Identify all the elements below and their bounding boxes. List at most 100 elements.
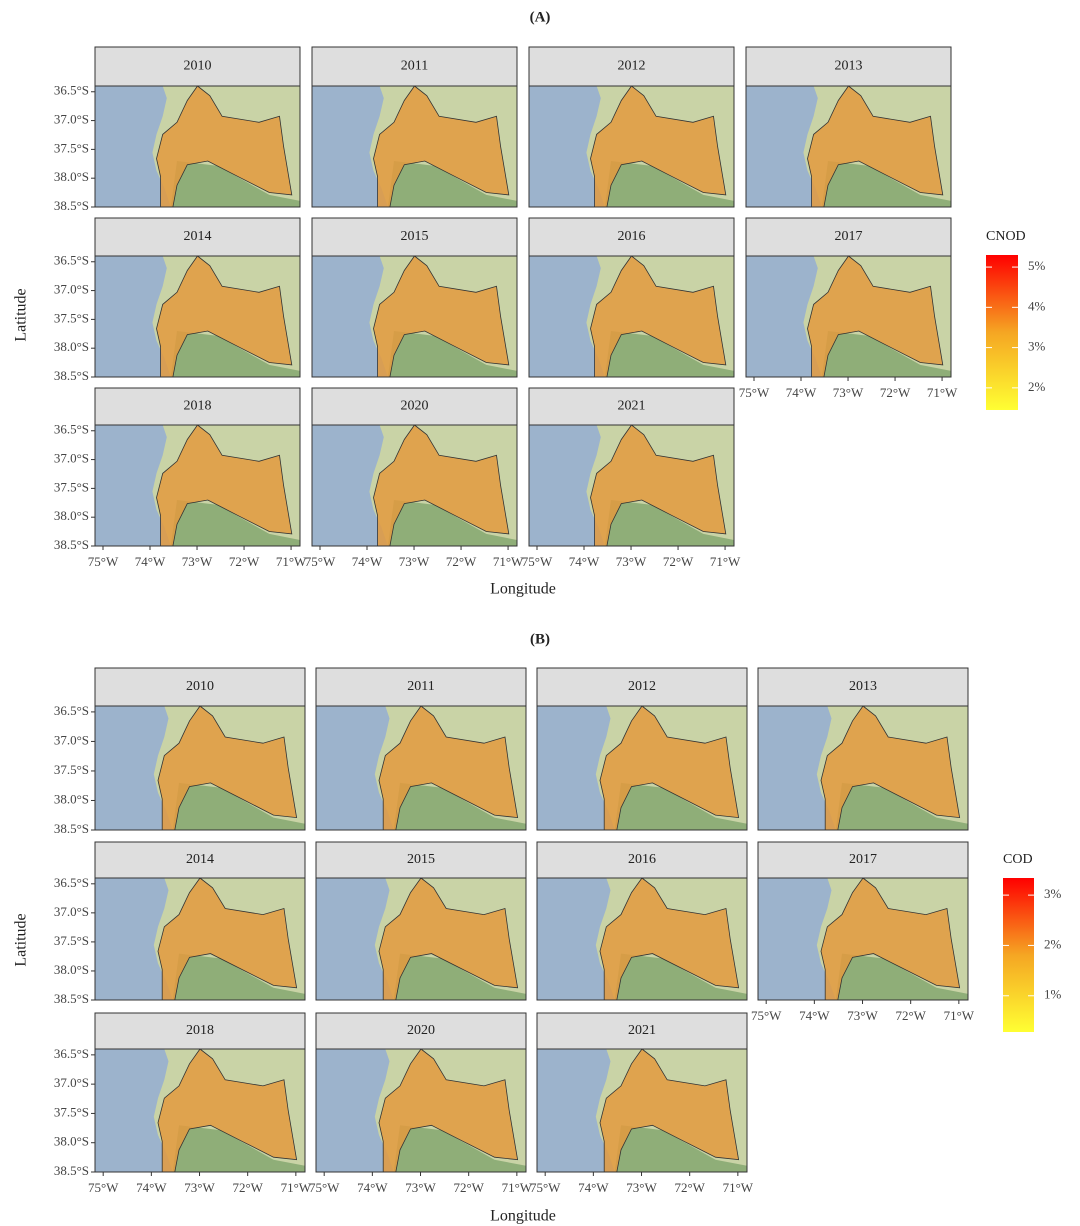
x-tick-label: 75°W (739, 385, 770, 400)
y-tick-label: 38.5°S (54, 368, 89, 383)
facet-label: 2021 (618, 399, 646, 414)
x-axis-title: Longitude (490, 581, 556, 598)
x-tick-label: 71°W (710, 554, 741, 569)
x-tick-label: 74°W (569, 554, 600, 569)
legend-tick-label: 5% (1028, 258, 1046, 273)
facet: 2012 (529, 47, 734, 207)
facet-label: 2021 (628, 1023, 656, 1038)
x-tick-label: 71°W (281, 1180, 312, 1195)
y-tick-label: 37.0°S (54, 1075, 89, 1090)
facet: 201836.5°S37.0°S37.5°S38.0°S38.5°S75°W74… (54, 388, 307, 569)
legend-tick-label: 2% (1044, 936, 1062, 951)
y-tick-label: 37.0°S (54, 282, 89, 297)
facet: 2016 (529, 218, 734, 377)
y-tick-label: 36.5°S (54, 875, 89, 890)
facet-label: 2016 (618, 229, 646, 244)
facet-label: 2015 (401, 229, 429, 244)
facet: 201775°W74°W73°W72°W71°W (739, 218, 958, 400)
panel-title: (B) (530, 631, 550, 647)
facet: 202075°W74°W73°W72°W71°W (305, 388, 524, 569)
facet: 202175°W74°W73°W72°W71°W (522, 388, 741, 569)
x-tick-label: 73°W (405, 1180, 436, 1195)
x-tick-label: 74°W (578, 1180, 609, 1195)
x-tick-label: 75°W (88, 554, 119, 569)
x-tick-label: 71°W (723, 1180, 754, 1195)
y-tick-label: 38.5°S (54, 198, 89, 213)
x-tick-label: 71°W (927, 385, 958, 400)
figure: (A) 2010 36.5°S 37.0°S 37.5°S 38.0°S 38.5°S 201… (0, 0, 1080, 1226)
y-tick-label: 38.5°S (54, 991, 89, 1006)
y-tick-label: 37.0°S (54, 904, 89, 919)
x-tick-label: 74°W (352, 554, 383, 569)
x-tick-label: 75°W (309, 1180, 340, 1195)
y-tick-label: 37.5°S (54, 762, 89, 777)
x-tick-label: 75°W (88, 1180, 119, 1195)
y-tick-label: 36.5°S (54, 83, 89, 98)
y-tick-label: 36.5°S (54, 422, 89, 437)
facet-label: 2012 (628, 679, 656, 694)
facet-label: 2014 (184, 229, 212, 244)
facet: 202075°W74°W73°W72°W71°W (309, 1013, 533, 1195)
legend-title: CNOD (986, 229, 1026, 244)
y-tick-label: 38.5°S (54, 537, 89, 552)
y-axis-title: Latitude (13, 913, 30, 966)
x-tick-label: 75°W (305, 554, 336, 569)
facet: 2013 (746, 47, 951, 207)
x-tick-label: 72°W (232, 1180, 263, 1195)
x-tick-label: 71°W (493, 554, 524, 569)
x-tick-label: 75°W (530, 1180, 561, 1195)
x-tick-label: 72°W (229, 554, 260, 569)
legend-title: COD (1003, 852, 1033, 867)
y-tick-label: 38.0°S (54, 169, 89, 184)
x-tick-label: 72°W (880, 385, 911, 400)
y-tick-label: 38.5°S (54, 821, 89, 836)
y-tick-label: 37.5°S (54, 1104, 89, 1119)
y-tick-label: 37.0°S (54, 732, 89, 747)
y-tick-label: 38.0°S (54, 1134, 89, 1149)
facet: 2011 (312, 47, 517, 207)
x-tick-label: 75°W (522, 554, 553, 569)
facet-label: 2013 (835, 59, 863, 74)
facet-label: 2013 (849, 679, 877, 694)
x-tick-label: 71°W (276, 554, 307, 569)
facet-label: 2010 (184, 59, 212, 74)
x-tick-label: 72°W (674, 1180, 705, 1195)
facet-label: 2014 (186, 852, 214, 867)
x-tick-label: 74°W (799, 1008, 830, 1023)
facet: 201436.5°S37.0°S37.5°S38.0°S38.5°S (54, 842, 305, 1006)
facet-label: 2016 (628, 852, 656, 867)
panel-title: (A) (530, 9, 551, 25)
x-tick-label: 72°W (663, 554, 694, 569)
legend-tick-label: 2% (1028, 379, 1046, 394)
facet-label: 2018 (184, 399, 212, 414)
y-tick-label: 37.0°S (54, 451, 89, 466)
x-tick-label: 72°W (895, 1008, 926, 1023)
facet: 2017 75°W 74°W 73°W 72°W 71°W (751, 842, 975, 1023)
x-axis-title: Longitude (490, 1208, 556, 1225)
legend-tick-label: 4% (1028, 298, 1046, 313)
legend-colorbar (986, 255, 1018, 410)
x-tick-label: 73°W (847, 1008, 878, 1023)
facet-label: 2011 (401, 59, 428, 74)
facet-label: 2015 (407, 852, 435, 867)
facet: 2012 (537, 668, 747, 830)
x-tick-label: 74°W (786, 385, 817, 400)
facet: 201836.5°S37.0°S37.5°S38.0°S38.5°S75°W74… (54, 1013, 312, 1195)
facet-label: 2018 (186, 1023, 214, 1038)
y-tick-label: 37.0°S (54, 112, 89, 127)
y-tick-label: 36.5°S (54, 253, 89, 268)
legend-tick-label: 1% (1044, 987, 1062, 1002)
facet-label: 2017 (849, 852, 877, 867)
x-tick-label: 71°W (944, 1008, 975, 1023)
y-tick-label: 38.0°S (54, 339, 89, 354)
x-tick-label: 73°W (626, 1180, 657, 1195)
y-tick-label: 38.0°S (54, 791, 89, 806)
facet: 2015 (312, 218, 517, 377)
facet-label: 2012 (618, 59, 646, 74)
x-tick-label: 75°W (751, 1008, 782, 1023)
facet-label: 2011 (407, 679, 434, 694)
y-tick-label: 36.5°S (54, 1046, 89, 1061)
